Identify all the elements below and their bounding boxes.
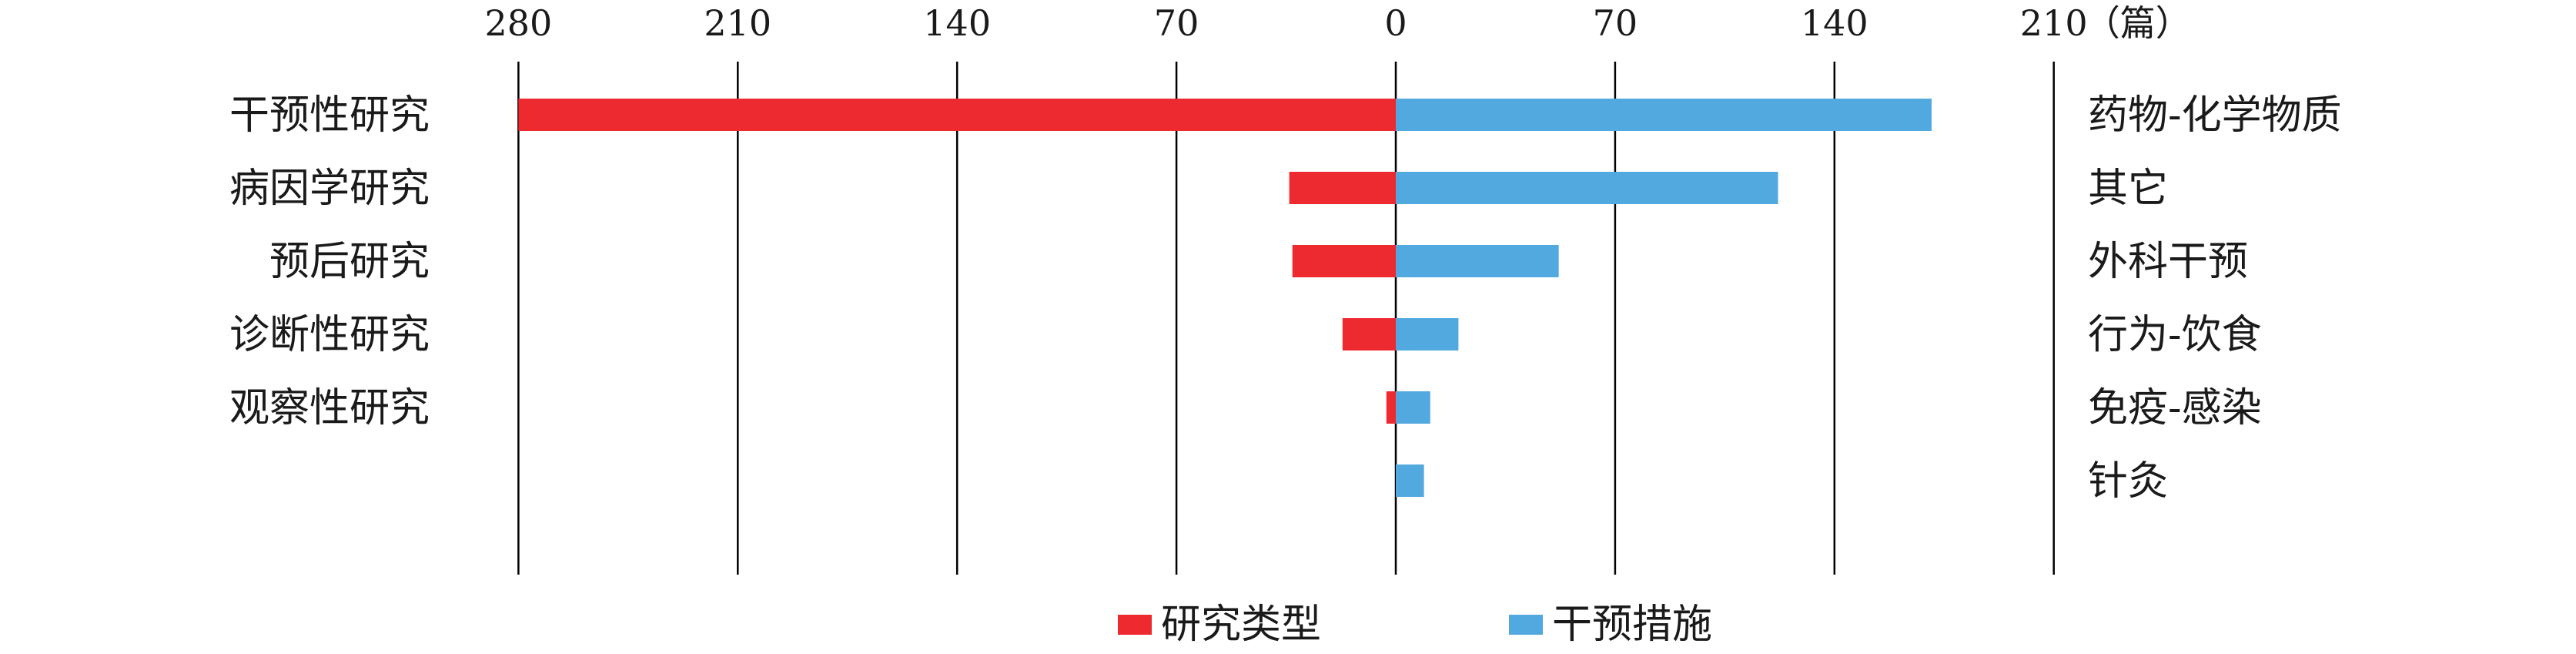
- x-tick-label: 0: [1384, 2, 1407, 44]
- bar-left: [1292, 245, 1396, 277]
- x-axis-ticks: 280 210 140 70 0 70 140 210: [484, 2, 2087, 44]
- legend-swatch: [1509, 615, 1543, 635]
- left-category-label: 观察性研究: [229, 385, 430, 431]
- left-category-label: 病因学研究: [229, 166, 430, 212]
- left-category-label: 预后研究: [269, 239, 430, 285]
- bar-right: [1396, 99, 1932, 131]
- legend: 研究类型 干预措施: [1118, 602, 1712, 648]
- bar-right: [1396, 465, 1424, 497]
- bars: [518, 99, 1932, 497]
- legend-label: 干预措施: [1552, 602, 1712, 648]
- bar-left: [518, 99, 1396, 131]
- right-category-label: 外科干预: [2088, 239, 2248, 285]
- x-tick-label: 140: [923, 2, 991, 44]
- legend-swatch: [1118, 615, 1152, 635]
- right-category-label: 行为-饮食: [2088, 312, 2262, 358]
- bar-left: [1386, 391, 1396, 424]
- bar-left: [1289, 172, 1396, 204]
- bar-left: [1342, 318, 1396, 350]
- gridlines: [517, 62, 2055, 575]
- x-tick-label: 280: [484, 2, 552, 44]
- bar-right: [1396, 172, 1778, 204]
- x-tick-label: 210: [704, 2, 771, 44]
- right-category-label: 针灸: [2088, 458, 2168, 505]
- x-tick-label: 70: [1154, 2, 1199, 44]
- right-category-label: 免疫-感染: [2088, 385, 2262, 431]
- bar-right: [1396, 245, 1559, 277]
- left-category-label: 诊断性研究: [229, 312, 430, 358]
- legend-label: 研究类型: [1161, 602, 1321, 648]
- right-category-label: 药物-化学物质: [2088, 92, 2342, 139]
- x-tick-label: 140: [1801, 2, 1868, 44]
- x-tick-label: 70: [1593, 2, 1638, 44]
- right-category-label: 其它: [2088, 166, 2168, 212]
- bar-right: [1396, 318, 1459, 350]
- left-category-label: 干预性研究: [229, 92, 430, 139]
- x-tick-label: 210: [2020, 2, 2088, 44]
- unit-label: （篇）: [2085, 2, 2191, 44]
- bar-right: [1396, 391, 1430, 424]
